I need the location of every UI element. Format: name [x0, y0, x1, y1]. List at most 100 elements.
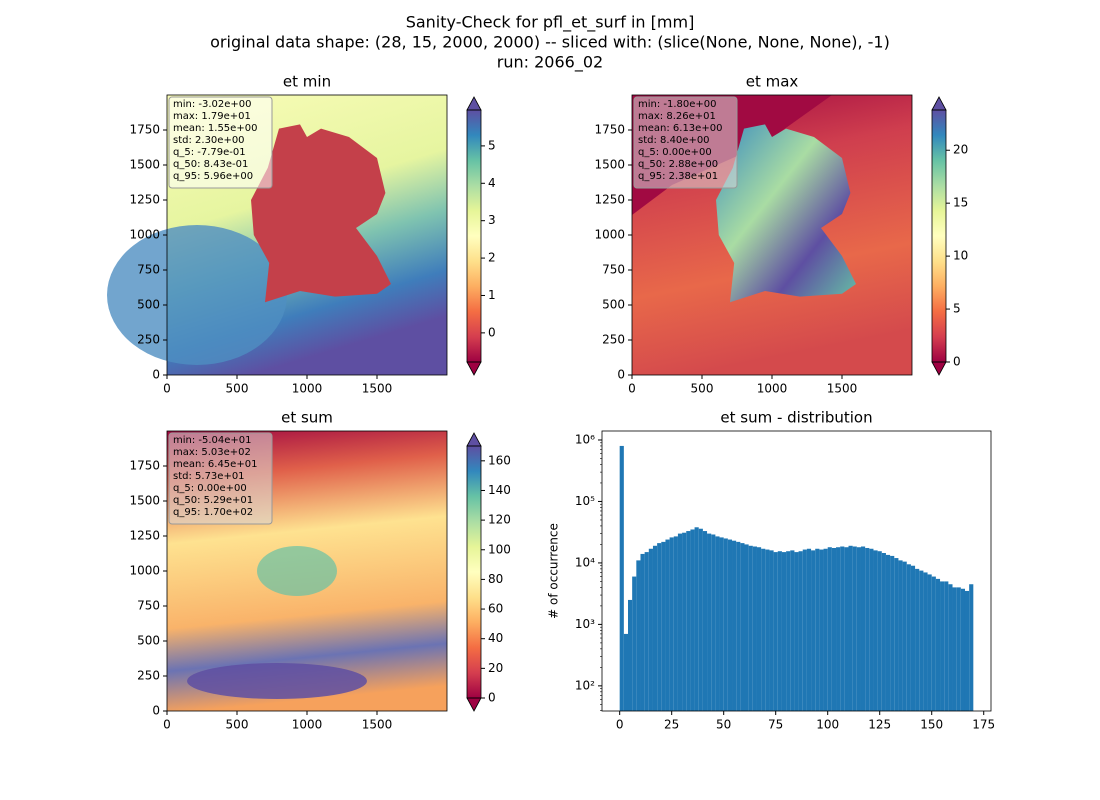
histogram-bar: [619, 445, 624, 711]
histogram-bar: [623, 633, 629, 711]
y-tick-label: 1500: [129, 494, 160, 508]
histogram-bar: [844, 547, 849, 711]
histogram-bar: [906, 564, 911, 711]
x-tick-label: 0: [616, 718, 624, 732]
axes-title: et max: [746, 73, 799, 91]
histogram-bar: [898, 560, 903, 711]
stats-box-bg: [168, 96, 273, 189]
colorbar-frame: [466, 109, 482, 363]
histogram-bar: [769, 550, 774, 711]
stats-line: mean: 6.45e+01: [173, 459, 257, 470]
colorbar-tick-label: 80: [488, 572, 503, 586]
y-tick-label: 1750: [594, 123, 625, 137]
histogram-bar: [852, 546, 857, 711]
y-tick-label: 10⁴: [575, 555, 595, 569]
histogram-bar: [873, 550, 878, 711]
histogram-bar: [777, 551, 782, 711]
colorbar-tick-label: 4: [488, 176, 496, 190]
histogram-bar: [890, 555, 895, 711]
colorbar-tick-label: 5: [953, 302, 961, 316]
histogram-bar: [944, 581, 949, 711]
histogram-bar: [677, 533, 683, 711]
histogram-bar: [915, 568, 920, 711]
histogram-bar: [773, 552, 778, 711]
stats-line: max: 5.03e+02: [173, 447, 251, 458]
y-tick-label: 500: [602, 298, 625, 312]
x-tick-label: 175: [972, 718, 995, 732]
histogram-bar: [661, 541, 666, 711]
colorbar-frame: [931, 109, 947, 363]
colorbar-extend: [931, 361, 947, 376]
y-tick-label: 500: [137, 634, 160, 648]
histogram-bar: [711, 534, 716, 711]
colorbar-tick-label: 160: [488, 453, 511, 467]
stats-line: q_50: 5.29e+01: [173, 495, 253, 506]
histogram-bar: [648, 548, 653, 711]
axes-title: et sum: [281, 409, 333, 427]
y-tick-label: 250: [137, 333, 160, 347]
figure-title: original data shape: (28, 15, 2000, 2000…: [210, 33, 890, 52]
stats-line: q_5: -7.79e-01: [173, 147, 246, 158]
histogram-bar: [794, 552, 799, 711]
colorbar-tick-label: 10: [953, 249, 968, 263]
axes-title: et min: [283, 73, 331, 91]
histogram-bar: [894, 558, 899, 711]
histogram-bar: [956, 587, 961, 711]
histogram-bar: [948, 584, 953, 711]
colorbar-tick-label: 20: [953, 143, 968, 157]
stats-line: std: 5.73e+01: [173, 471, 245, 482]
colorbar-tick-label: 5: [488, 138, 496, 152]
histogram-bar: [923, 572, 928, 711]
histogram-bar: [719, 537, 724, 711]
x-tick-label: 1500: [827, 382, 858, 396]
colorbar-tick-label: 20: [488, 661, 503, 675]
stats-line: std: 8.40e+00: [638, 135, 710, 146]
colorbar-extend: [466, 361, 482, 376]
histogram-bar: [856, 547, 861, 711]
histogram-bar: [960, 588, 965, 711]
stats-line: q_95: 2.38e+01: [638, 171, 718, 182]
histogram-bar: [964, 590, 970, 711]
histogram-bar: [881, 553, 886, 711]
x-tick-label: 0: [163, 718, 171, 732]
stats-line: mean: 6.13e+00: [638, 123, 722, 134]
x-tick-label: 1500: [362, 382, 393, 396]
colorbar-tick-label: 1: [488, 288, 496, 302]
histogram-bar: [885, 554, 891, 711]
histogram-bar: [935, 578, 941, 711]
histogram-bar: [748, 545, 753, 711]
y-tick-label: 10²: [575, 678, 595, 692]
heatmap-region: [107, 225, 287, 365]
figure-title: run: 2066_02: [497, 53, 603, 73]
colorbar-frame: [466, 445, 482, 699]
colorbar-tick-label: 40: [488, 631, 503, 645]
histogram-bar: [919, 570, 924, 711]
colorbar-extend: [466, 697, 482, 712]
histogram-bar: [707, 533, 712, 711]
histogram-bar: [686, 531, 691, 711]
stats-box-bg: [633, 96, 738, 189]
colorbar-extend: [931, 96, 947, 111]
stats-line: q_50: 8.43e-01: [173, 159, 248, 170]
histogram-bar: [786, 551, 791, 711]
histogram-bar: [632, 576, 637, 711]
stats-line: min: -1.80e+00: [638, 99, 717, 110]
histogram-bar: [877, 551, 882, 711]
colorbar-tick-label: 0: [488, 325, 496, 339]
y-tick-label: 10³: [575, 617, 595, 631]
histogram-bar: [860, 546, 866, 711]
stats-line: q_95: 5.96e+00: [173, 171, 253, 182]
histogram-bar: [940, 581, 945, 711]
histogram-bar: [848, 545, 853, 711]
colorbar-tick-label: 100: [488, 542, 511, 556]
histogram-bar: [815, 548, 820, 711]
histogram-bar: [702, 531, 708, 711]
y-tick-label: 750: [137, 599, 160, 613]
histogram-bar: [636, 560, 641, 711]
x-tick-label: 1000: [757, 382, 788, 396]
y-tick-label: 1000: [129, 228, 160, 242]
axes-title: et sum - distribution: [720, 409, 872, 427]
histogram-bar: [756, 547, 762, 711]
y-tick-label: 1000: [129, 564, 160, 578]
